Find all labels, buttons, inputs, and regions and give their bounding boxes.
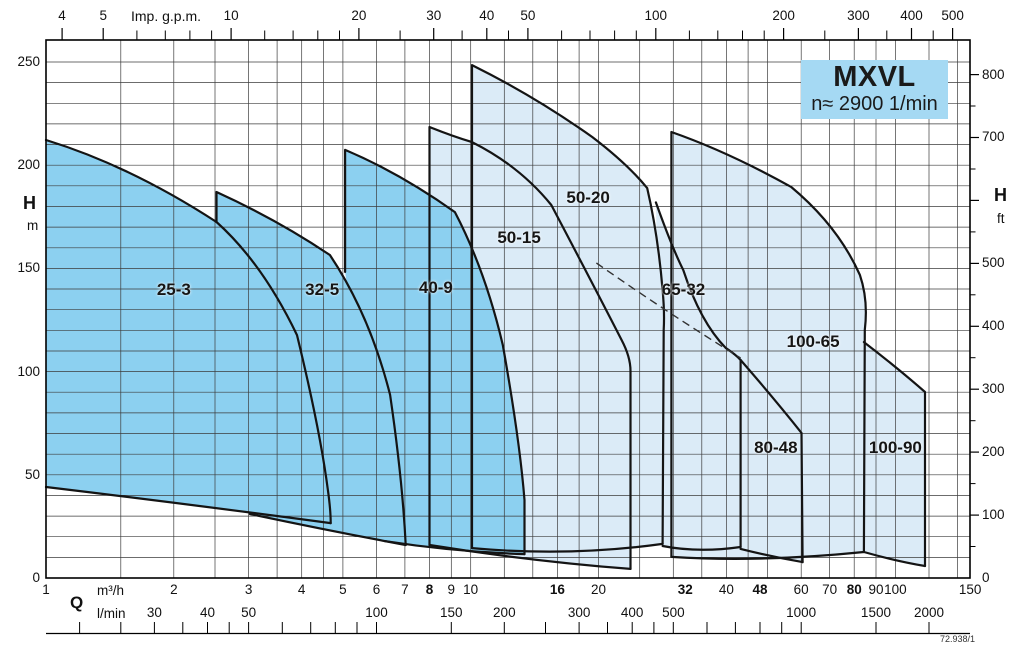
left-axis-tick-label: 250 (17, 54, 40, 69)
top-axis-tick-label: 50 (520, 8, 536, 23)
right-axis-tick-label: 300 (982, 381, 1005, 397)
top-axis-tick-label: 5 (99, 8, 107, 23)
flow-axis-q-label: Q (70, 593, 84, 612)
left-axis-tick-label: 150 (17, 260, 40, 276)
bottom-axis-lmin-label: 150 (440, 605, 463, 620)
bottom-axis-m3h-label: 150 (958, 582, 982, 597)
left-axis-tick-label: 0 (32, 570, 40, 585)
bottom-axis-m3h-label: 6 (372, 582, 381, 597)
bottom-axis-m3h-label: 16 (549, 582, 565, 597)
bottom-axis-m3h-label: 5 (339, 582, 347, 597)
right-axis-tick-label: 500 (982, 255, 1005, 271)
right-axis-tick-label: 0 (982, 570, 990, 585)
bottom-axis-m3h-label: 7 (401, 582, 409, 597)
bottom-axis-m3h-label: 2 (170, 582, 178, 597)
region-label-80-48: 80-48 (754, 437, 798, 457)
bottom-axis-m3h-label: 40 (718, 582, 734, 597)
right-axis-tick-label: 400 (982, 318, 1005, 334)
region-label-50-15: 50-15 (497, 228, 541, 248)
bottom-axis-lmin-label: 100 (365, 605, 388, 620)
bottom-axis-m3h-label: 1 (42, 582, 50, 597)
top-axis-tick-label: 300 (847, 8, 870, 23)
bottom-axis-lmin-label: 200 (493, 605, 516, 620)
left-axis-h-label: H (23, 193, 36, 213)
region-label-40-9: 40-9 (418, 278, 453, 297)
right-axis-tick-label: 800 (982, 66, 1005, 82)
bottom-axis-m3h-label: 4 (297, 582, 306, 597)
flow-axis-lmin-label: l/min (97, 606, 126, 621)
bottom-axis-m3h-label: 48 (752, 582, 768, 597)
bottom-axis-m3h-label: 70 (822, 582, 838, 597)
top-axis-tick-label: 30 (426, 8, 442, 23)
left-axis-tick-label: 100 (17, 363, 40, 379)
series-speed: n≈ 2900 1/min (811, 93, 938, 115)
bottom-axis-m3h-label: 60 (793, 582, 809, 597)
left-axis-tick-label: 50 (24, 466, 40, 482)
bottom-axis-m3h-label: 90 (868, 582, 884, 597)
top-axis-tick-label: 500 (941, 8, 964, 23)
top-axis-tick-label: 20 (351, 8, 367, 23)
top-axis-tick-label: 100 (644, 8, 668, 23)
right-axis-unit-label: ft (997, 211, 1005, 226)
top-axis-tick-label: 4 (58, 8, 66, 23)
series-title: MXVL (833, 61, 916, 93)
bottom-axis-m3h-label: 3 (244, 582, 253, 597)
region-label-32-5: 32-5 (305, 280, 340, 300)
bottom-axis-lmin-label: 1500 (860, 605, 891, 620)
bottom-axis-m3h-label: 9 (447, 582, 456, 597)
bottom-axis-m3h-label: 10 (463, 582, 479, 597)
region-label-50-20: 50-20 (566, 188, 610, 208)
right-axis-tick-label: 100 (982, 507, 1005, 523)
region-label-65-32: 65-32 (661, 280, 706, 300)
bottom-axis-lmin-label: 400 (620, 605, 644, 620)
top-axis-tick-label: 200 (772, 8, 795, 23)
bottom-axis-lmin-label: 2000 (913, 605, 945, 620)
bottom-axis-lmin-label: 40 (199, 605, 215, 620)
bottom-axis-m3h-label: 8 (425, 582, 434, 597)
bottom-axis-lmin-label: 300 (567, 605, 591, 620)
bottom-axis-lmin-label: 50 (241, 605, 257, 620)
region-label-100-65: 100-65 (786, 332, 840, 352)
bottom-axis-lmin-label: 1000 (786, 605, 817, 620)
right-axis-h-label: H (994, 185, 1007, 205)
bottom-axis-m3h-label: 100 (884, 582, 907, 597)
bottom-axis-m3h-label: 32 (677, 582, 693, 597)
region-label-100-90: 100-90 (868, 437, 922, 457)
bottom-axis-m3h-label: 80 (846, 582, 862, 597)
right-axis-tick-label: 700 (982, 129, 1005, 145)
left-axis-unit-label: m (27, 218, 39, 233)
bottom-axis-m3h-label: 20 (591, 582, 607, 597)
region-label-25-3: 25-3 (156, 280, 191, 300)
flow-axis-m3h-label: m³/h (97, 583, 124, 598)
bottom-axis-lmin-label: 30 (146, 605, 162, 620)
drawing-number: 72.938/1 (939, 634, 975, 644)
title-box: MXVL n≈ 2900 1/min (801, 60, 948, 119)
top-axis-tick-label: 400 (900, 8, 923, 23)
top-axis-unit-label: Imp. g.p.m. (131, 8, 202, 24)
left-axis-tick-label: 200 (17, 157, 40, 173)
top-axis-tick-label: 10 (223, 8, 239, 23)
bottom-axis-lmin-label: 500 (662, 605, 685, 620)
right-axis-tick-label: 200 (982, 444, 1005, 460)
top-axis-tick-label: 40 (479, 8, 495, 23)
